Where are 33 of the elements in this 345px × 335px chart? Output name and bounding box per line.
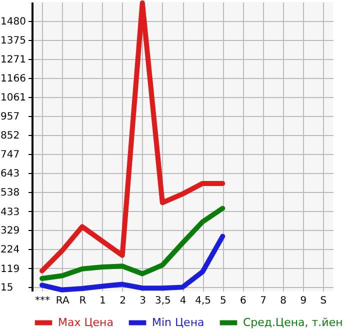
x-tick-label: *** [35,296,50,306]
y-tick-label: 329 [0,226,20,237]
x-tick-label: 2 [120,296,126,306]
y-tick-label: 1480 [0,16,26,28]
y-tick-label: 538 [0,188,20,199]
x-tick-label: 5 [220,296,226,306]
legend-label: Сред.Цена, т.йен [243,316,343,329]
x-tick-label: 9 [300,296,307,306]
x-tick-label: 6 [240,296,246,306]
y-tick-label: 957 [0,112,20,123]
x-tick-label: 3,5 [154,296,171,306]
y-tick-label: 433 [0,206,20,218]
y-tick-label: 1375 [0,36,26,47]
x-tick-label: 8 [280,296,287,306]
y-tick-label: 643 [0,168,20,180]
y-tick-label: 15 [0,282,14,294]
y-tick-label: 1166 [0,74,26,85]
y-tick-label: 224 [0,244,20,256]
y-tick-label: 1061 [0,92,26,104]
x-tick-label: 4,5 [195,296,212,306]
x-tick-label: 4 [180,296,186,306]
y-tick-label: 852 [0,130,20,142]
y-tick-label: 119 [0,264,20,275]
y-tick-label: 1271 [0,54,26,66]
x-tick-label: RA [56,296,70,306]
x-tick-label: R [79,296,86,306]
x-tick-label: 7 [260,296,266,306]
x-tick-label: 1 [100,296,106,306]
y-tick-label: 747 [0,150,20,161]
x-tick-label: 3 [140,296,146,306]
legend-label: Min Цена [152,316,204,329]
legend-label: Max Цена [58,316,114,329]
x-tick-label: S [320,296,327,306]
